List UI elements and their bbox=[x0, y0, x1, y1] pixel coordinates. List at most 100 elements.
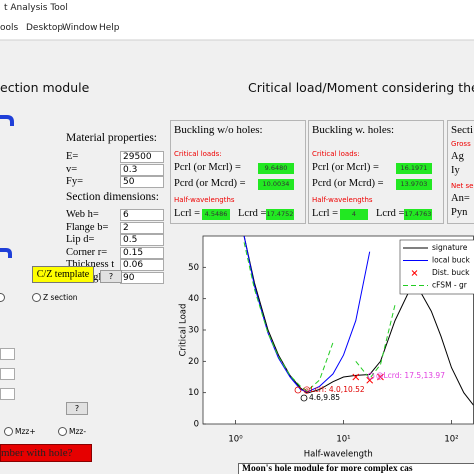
y-tick-label: 30 bbox=[188, 326, 199, 336]
menu-item[interactable]: ools bbox=[0, 23, 19, 33]
text-input[interactable] bbox=[0, 368, 15, 380]
annotation: 4.6,9.85 bbox=[309, 393, 340, 402]
text-input[interactable]: 29500 bbox=[120, 151, 164, 163]
help-button[interactable]: ? bbox=[66, 402, 88, 415]
x-axis-label: Half-wavelength bbox=[304, 450, 373, 460]
text-input[interactable] bbox=[0, 388, 15, 400]
y-tick-label: 50 bbox=[188, 263, 199, 273]
annotation-point bbox=[367, 372, 375, 380]
x-tick-label: 10⁰ bbox=[228, 435, 243, 445]
section-title: Section dimensions: bbox=[66, 191, 159, 203]
result-box: 13.9703 bbox=[396, 179, 432, 190]
annotation-point bbox=[294, 386, 302, 394]
text-input[interactable]: 6 bbox=[120, 209, 164, 221]
radio-label: Z section bbox=[43, 293, 78, 302]
panel-title: Secti bbox=[451, 124, 473, 136]
panel bbox=[308, 120, 444, 224]
result-box: 16.1971 bbox=[396, 163, 432, 174]
series-line bbox=[243, 242, 396, 392]
field-label: Lip d= bbox=[66, 234, 95, 245]
result-box: 17.4752 bbox=[266, 209, 294, 220]
text-input[interactable]: 90 bbox=[120, 271, 164, 284]
field-label: Fy= bbox=[66, 176, 84, 187]
panel bbox=[170, 120, 306, 224]
text-input[interactable]: 0.15 bbox=[120, 246, 164, 259]
panel-label: Critical loads: bbox=[312, 150, 360, 158]
y-tick-label: 20 bbox=[188, 357, 199, 367]
series-line bbox=[243, 236, 371, 393]
radio-button[interactable] bbox=[58, 427, 67, 436]
radio-button[interactable] bbox=[4, 427, 13, 436]
section-title: Material properties: bbox=[66, 132, 158, 144]
field-label: Corner r= bbox=[66, 246, 108, 258]
panel-label: Gross bbox=[451, 140, 471, 148]
window-title: t Analysis Tool bbox=[4, 3, 68, 13]
row-label: An= bbox=[451, 193, 470, 204]
panel-label: Half-wavelengths bbox=[312, 196, 373, 204]
hole-button[interactable]: mber with hole? bbox=[0, 444, 92, 462]
radio-button[interactable] bbox=[32, 293, 41, 302]
row-label: Ag bbox=[451, 151, 464, 162]
plot-lines bbox=[243, 236, 474, 406]
text-input[interactable]: 0.06 bbox=[120, 259, 164, 271]
panel-title: Buckling w. holes: bbox=[312, 124, 395, 136]
field-label: v= bbox=[66, 163, 78, 175]
menu-item[interactable]: Window bbox=[62, 23, 98, 33]
text-input[interactable]: 2 bbox=[120, 221, 164, 234]
result-box: 10.0034 bbox=[258, 179, 294, 190]
result-box: 9.6480 bbox=[258, 163, 294, 174]
y-tick-label: 10 bbox=[188, 388, 199, 398]
text-input[interactable]: 0.3 bbox=[120, 163, 164, 176]
row-label: Pcrl (or Mcrl) = bbox=[174, 162, 241, 173]
row-label: Lcrd = bbox=[376, 208, 405, 219]
x-tick-label: 10² bbox=[444, 435, 458, 445]
data-marker bbox=[377, 373, 384, 381]
panel bbox=[447, 120, 474, 224]
text-input[interactable]: 0.5 bbox=[120, 234, 164, 246]
help-button[interactable]: ? bbox=[100, 270, 122, 283]
footer-button[interactable]: Moon's hole module for more complex cas bbox=[238, 463, 474, 474]
legend-label: Dist. buck bbox=[432, 268, 470, 277]
annotation: @Lcrd: 17.5,13.97 bbox=[376, 371, 445, 380]
panel-title: Buckling w/o holes: bbox=[174, 124, 263, 136]
result-box: 17.4763 bbox=[404, 209, 432, 220]
radio-label: Mzz+ bbox=[15, 427, 36, 436]
text-input[interactable] bbox=[0, 348, 15, 360]
radio-button[interactable] bbox=[0, 293, 5, 302]
x-tick-label: 10¹ bbox=[336, 435, 350, 445]
legend-marker bbox=[411, 270, 418, 276]
panel-label: Net se bbox=[451, 182, 474, 190]
row-label: Lcrl = bbox=[312, 208, 339, 219]
row-label: Lcrl = bbox=[174, 208, 201, 219]
field-label: Thickness t bbox=[66, 259, 115, 270]
legend-label: signature bbox=[432, 243, 468, 252]
series-line bbox=[243, 236, 474, 406]
legend-label: cFSM - gr bbox=[432, 281, 468, 290]
y-axis-label: Critical Load bbox=[179, 304, 189, 357]
result-box: 4.5486 bbox=[202, 209, 230, 220]
row-label: Iy bbox=[451, 165, 460, 176]
row-label: Pcrl (or Mcrl) = bbox=[312, 162, 379, 173]
section-icon bbox=[0, 248, 12, 258]
title-bar bbox=[0, 0, 474, 18]
annotation: @Lcrl: 4.0,10.52 bbox=[303, 385, 365, 394]
menu-item[interactable]: Desktop bbox=[26, 23, 64, 33]
field-label: Web h= bbox=[66, 209, 99, 220]
radio-label: Mzz- bbox=[69, 427, 87, 436]
data-marker bbox=[366, 376, 374, 384]
menu-item[interactable]: Help bbox=[99, 23, 120, 33]
field-label: E= bbox=[66, 151, 79, 162]
annotation-point bbox=[300, 394, 308, 402]
text-input[interactable]: 50 bbox=[120, 176, 164, 188]
legend-label: local buck bbox=[432, 256, 470, 265]
menu-bar bbox=[0, 18, 474, 40]
template-button[interactable]: C/Z template bbox=[32, 266, 94, 283]
row-label: Pcrd (or Mcrd) = bbox=[312, 178, 384, 189]
header-right: Critical load/Moment considering the hol… bbox=[248, 80, 474, 95]
section-icon bbox=[0, 115, 14, 126]
panel-label: Half-wavelengths bbox=[174, 196, 235, 204]
panel-label: Critical loads: bbox=[174, 150, 222, 158]
